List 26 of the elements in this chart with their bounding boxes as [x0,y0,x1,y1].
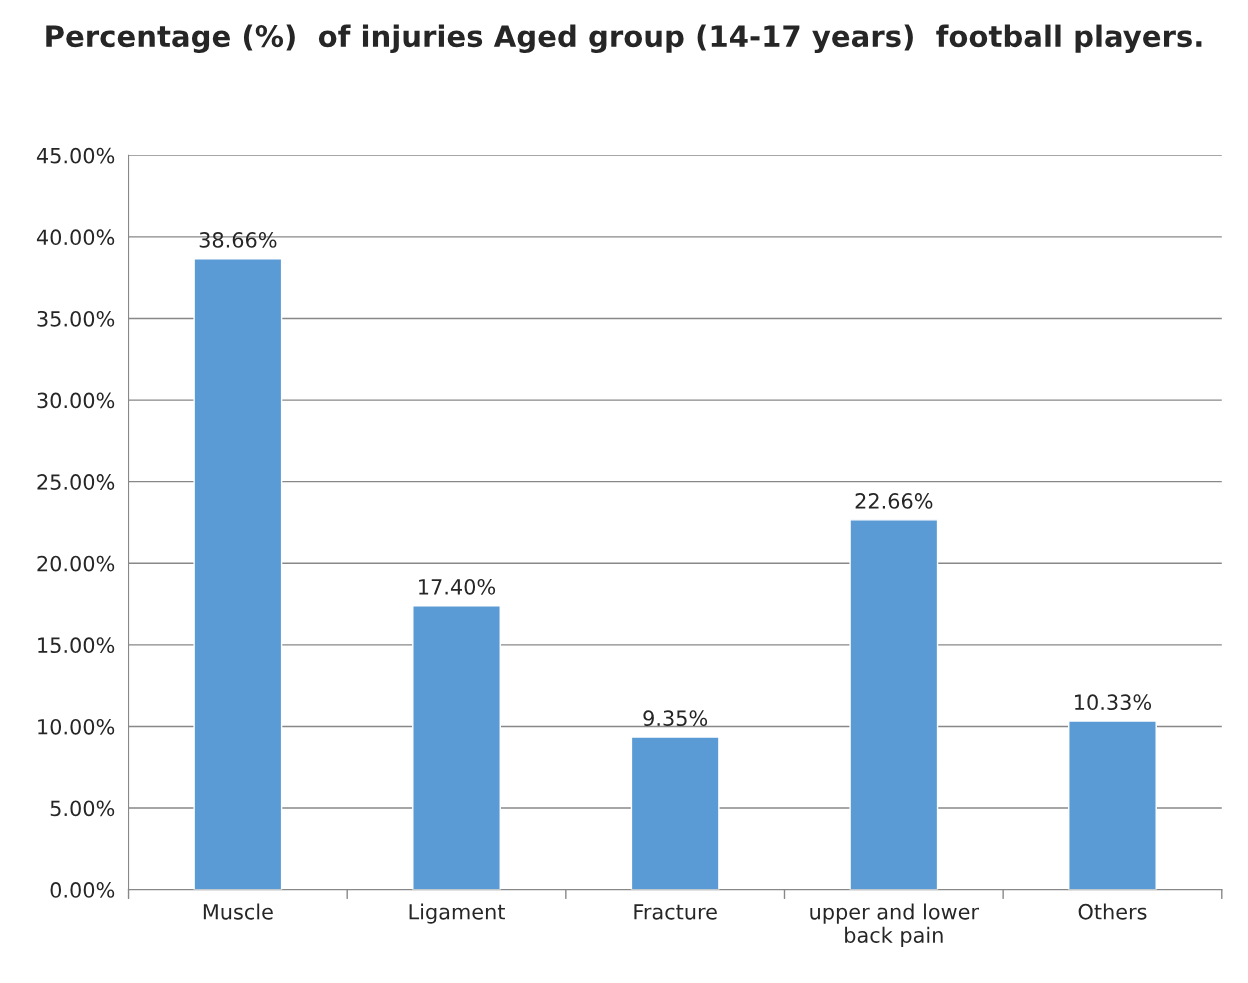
bar [1068,720,1157,890]
data-label: 17.40% [419,578,496,595]
y-tick-label: 10.00% [38,718,115,735]
y-tick-label: 20.00% [37,555,115,572]
x-tick-label: Fracture [634,904,717,920]
chart-title: Percentage (%) of injuries Aged group (14-17 years) football players. [46,24,1202,54]
x-tick-label: Ligament [409,903,505,924]
x-tick-label: Muscle [203,903,273,920]
bar [849,519,939,890]
y-tick-label: 15.00% [38,637,115,654]
data-label: 10.33% [1075,694,1152,711]
bar [630,736,720,890]
y-tick-label: 45.00% [36,147,115,164]
y-tick-label: 25.00% [37,474,115,490]
y-tick-label: 5.00% [50,800,115,817]
data-label: 22.66% [855,493,933,509]
bar [193,258,283,890]
y-tick-label: 40.00% [36,229,115,246]
y-tick-label: 35.00% [37,310,115,327]
bar [412,604,501,890]
data-label: 38.66% [199,232,277,248]
y-tick-label: 30.00% [37,392,115,409]
x-tick-label: upper and lower back pain [810,903,980,947]
y-tick-label: 0.00% [50,882,115,898]
data-label: 9.35% [643,710,708,727]
x-tick-label: Others [1078,903,1147,920]
